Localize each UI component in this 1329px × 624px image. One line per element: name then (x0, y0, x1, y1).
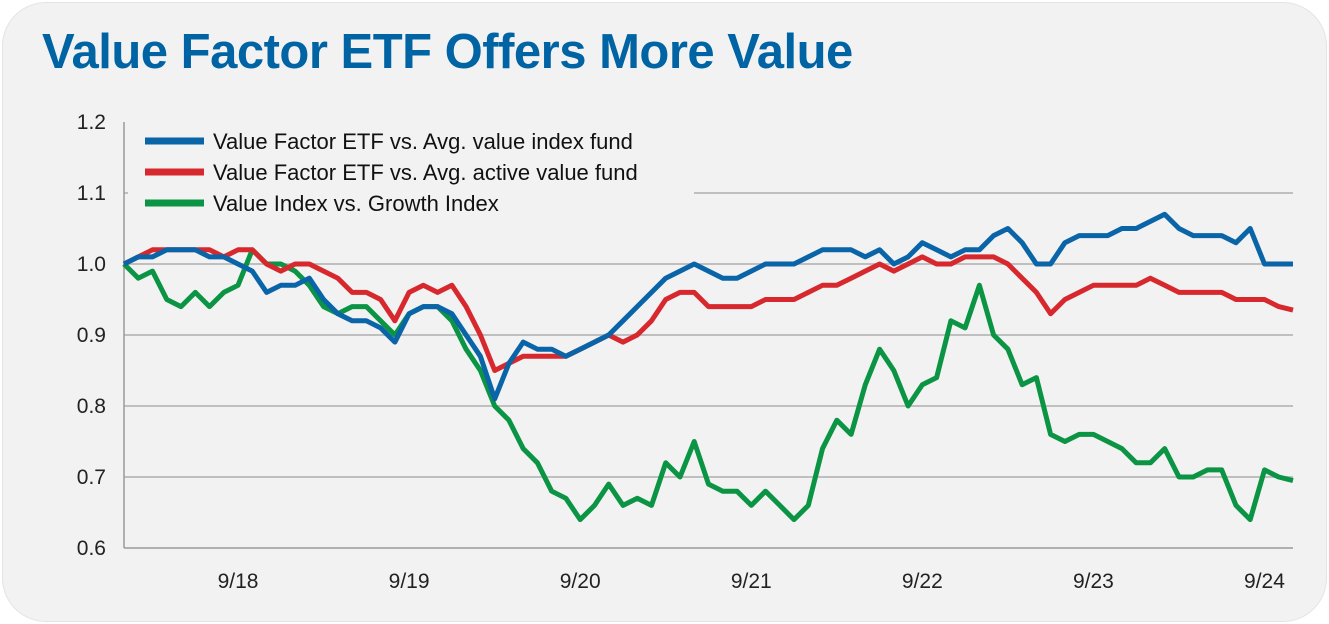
y-tick-label: 1.1 (77, 182, 106, 205)
series-line-2 (122, 247, 1294, 373)
chart-title: Value Factor ETF Offers More Value (42, 25, 853, 79)
y-tick-label: 0.8 (77, 395, 106, 418)
series-line-1 (122, 211, 1293, 402)
y-tick-label: 0.7 (77, 466, 106, 489)
series-line-3 (122, 247, 1294, 523)
x-tick-label: 9/18 (218, 570, 259, 593)
x-tick-label: 9/21 (731, 570, 772, 593)
legend-box (128, 124, 694, 218)
x-tick-label: 9/19 (389, 570, 430, 593)
y-tick-label: 0.9 (77, 324, 106, 347)
x-tick-label: 9/24 (1244, 570, 1285, 593)
x-tick-label: 9/22 (902, 570, 943, 593)
y-tick-label: 0.6 (77, 537, 106, 560)
x-tick-label: 9/20 (560, 570, 601, 593)
y-tick-label: 1.2 (77, 111, 106, 134)
legend-label: Value Factor ETF vs. Avg. active value f… (213, 160, 638, 185)
legend-label: Value Index vs. Growth Index (213, 191, 499, 216)
x-tick-label: 9/23 (1073, 570, 1114, 593)
y-tick-label: 1.0 (77, 253, 106, 276)
legend-label: Value Factor ETF vs. Avg. value index fu… (213, 129, 633, 154)
